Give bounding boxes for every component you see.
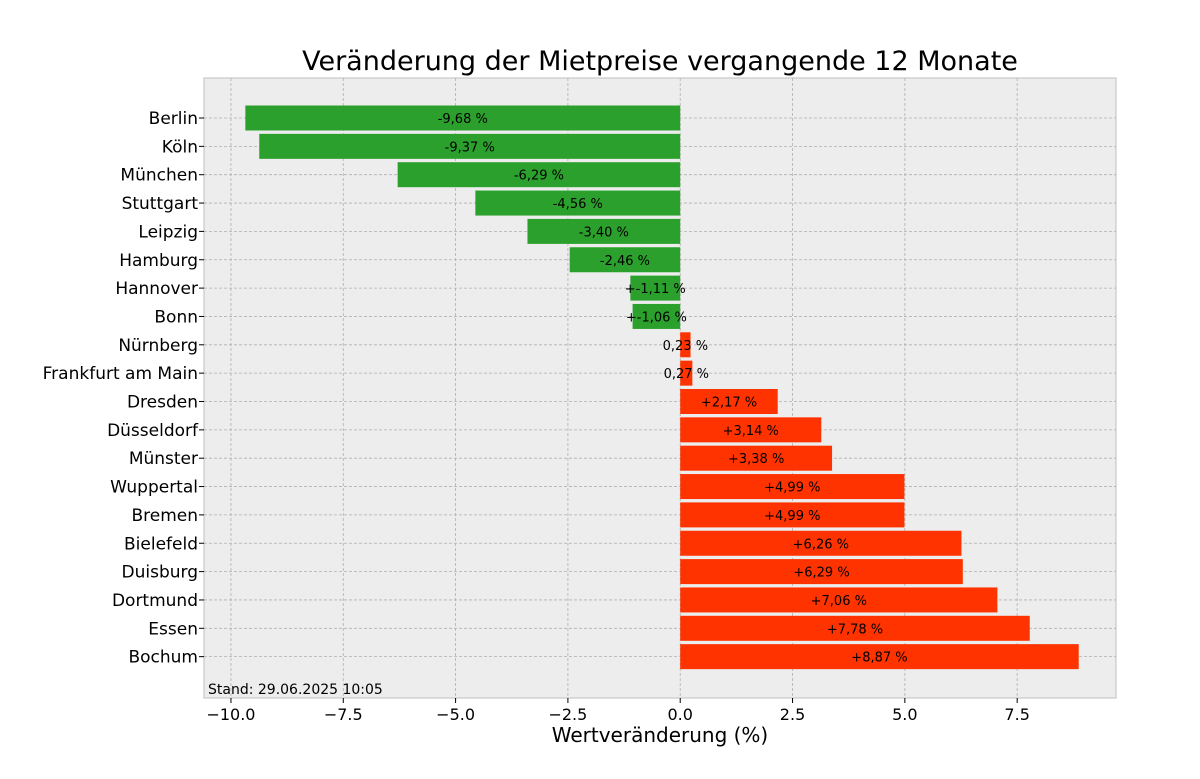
- bar-value-label: -9,37 %: [445, 140, 495, 155]
- bar: [475, 190, 681, 216]
- y-tick-label: München: [120, 166, 198, 186]
- bar-value-label: +7,06 %: [811, 594, 867, 609]
- y-tick-label: Stuttgart: [122, 194, 199, 214]
- y-tick-label: Bremen: [131, 506, 198, 526]
- y-tick-label: Köln: [162, 137, 198, 157]
- bar: [680, 615, 1030, 641]
- y-tick-label: Bonn: [154, 307, 198, 327]
- bar: [680, 559, 963, 585]
- x-tick-label: 2.5: [780, 705, 805, 724]
- bar-value-label: +7,78 %: [827, 622, 883, 637]
- bar: [569, 247, 681, 273]
- bar-value-label: 0,27 %: [664, 367, 709, 382]
- y-tick-label: Frankfurt am Main: [43, 364, 198, 384]
- bar-value-label: +4,99 %: [764, 509, 820, 524]
- footnote-timestamp: Stand: 29.06.2025 10:05: [208, 682, 383, 698]
- x-tick-label: −7.5: [324, 705, 363, 724]
- y-tick-label: Wuppertal: [110, 478, 198, 498]
- bar-value-label: +8,87 %: [851, 651, 907, 666]
- x-tick-label: −5.0: [436, 705, 475, 724]
- chart-title: Veränderung der Mietpreise vergangende 1…: [302, 46, 1018, 77]
- x-axis-label: Wertveränderung (%): [552, 723, 769, 747]
- bar: [680, 445, 833, 471]
- y-axis: Berlin Köln München Stuttgart Leipzig Hamburg…: [43, 109, 204, 668]
- bar: [680, 332, 691, 358]
- bar-value-label: +6,26 %: [793, 537, 849, 552]
- bar: [680, 587, 998, 613]
- bar: [680, 417, 822, 443]
- bar-value-label: +-1,11 %: [625, 282, 686, 297]
- x-tick-label: 5.0: [892, 705, 917, 724]
- bar-value-label: +-1,06 %: [626, 310, 687, 325]
- y-tick-label: Hamburg: [119, 251, 198, 271]
- x-tick-label: 0.0: [667, 705, 692, 724]
- y-tick-label: Hannover: [115, 279, 198, 299]
- y-tick-label: Essen: [148, 619, 198, 639]
- bar: [680, 502, 905, 528]
- bar-value-label: +3,14 %: [723, 424, 779, 439]
- y-tick-label: Münster: [129, 449, 198, 469]
- bar: [680, 474, 905, 500]
- y-tick-label: Dortmund: [112, 591, 198, 611]
- bar-value-label: -2,46 %: [600, 254, 650, 269]
- bar-value-label: 0,23 %: [663, 339, 708, 354]
- x-axis: −10.0 −7.5 −5.0 −2.5 0.0 2.5 5.0 7.5: [206, 698, 1030, 724]
- y-tick-label: Düsseldorf: [107, 421, 199, 441]
- y-tick-label: Leipzig: [138, 222, 198, 242]
- bar: [245, 105, 681, 131]
- x-tick-label: 7.5: [1004, 705, 1029, 724]
- bar-value-label: +6,29 %: [793, 566, 849, 581]
- bar-value-label: -3,40 %: [579, 225, 629, 240]
- y-tick-label: Duisburg: [122, 563, 199, 583]
- y-tick-label: Nürnberg: [118, 336, 198, 356]
- bar-value-label: -9,68 %: [438, 112, 488, 127]
- y-tick-label: Dresden: [127, 393, 198, 413]
- bar: [680, 530, 962, 556]
- bar-value-label: +3,38 %: [728, 452, 784, 467]
- bar-value-label: -6,29 %: [514, 169, 564, 184]
- y-tick-label: Bochum: [128, 648, 198, 668]
- bar: [680, 389, 778, 414]
- y-tick-label: Bielefeld: [124, 534, 198, 554]
- bar: [680, 360, 693, 386]
- bar: [632, 303, 681, 329]
- bar: [527, 218, 681, 244]
- x-tick-label: −2.5: [548, 705, 587, 724]
- bar-value-label: +2,17 %: [701, 396, 757, 411]
- bar-value-label: +4,99 %: [764, 481, 820, 496]
- bars: [245, 105, 1079, 670]
- bar: [680, 644, 1079, 670]
- data-labels: -9,68 % -9,37 % -6,29 % -4,56 % -3,40 % -2,46…: [438, 112, 908, 666]
- y-tick-label: Berlin: [149, 109, 198, 129]
- bar: [397, 162, 681, 188]
- x-tick-label: −10.0: [206, 705, 255, 724]
- bar: [259, 133, 681, 159]
- bar-value-label: -4,56 %: [553, 197, 603, 212]
- bar: [630, 275, 681, 301]
